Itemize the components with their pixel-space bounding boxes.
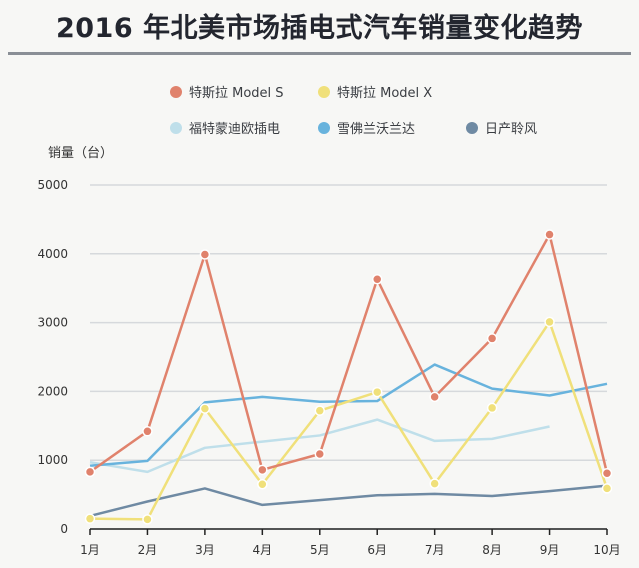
series-line-model_s — [89, 233, 609, 474]
x-tick-label: 1月 — [80, 543, 100, 557]
legend-swatch-ford — [170, 121, 182, 134]
y-tick-label: 5000 — [37, 178, 68, 192]
legend-item-ford: 福特蒙迪欧插电 — [170, 118, 280, 137]
legend-swatch-model-x — [318, 85, 330, 98]
data-point-model_x — [142, 514, 153, 525]
series-group — [84, 229, 613, 525]
chart-title-bar: 2016 年北美市场插电式汽车销量变化趋势 — [0, 0, 639, 50]
data-point-model_s — [142, 426, 153, 437]
y-tick-label: 3000 — [37, 316, 68, 330]
data-point-model_s — [84, 466, 96, 478]
data-point-model_s — [314, 448, 326, 460]
legend-swatch-model-s — [170, 85, 182, 98]
title-divider — [8, 52, 631, 55]
data-point-model_s — [429, 391, 440, 403]
x-tick-label: 6月 — [367, 543, 387, 557]
data-point-model_s — [257, 464, 268, 476]
data-point-model_x — [601, 483, 613, 494]
data-point-model_s — [371, 274, 383, 285]
legend-item-nissan: 日产聆风 — [466, 118, 537, 137]
data-point-model_x — [429, 478, 440, 489]
series-line-leaf_like — [89, 363, 608, 467]
data-point-model_x — [544, 316, 555, 328]
data-point-model_x — [257, 479, 268, 490]
series-line-volt — [89, 418, 550, 474]
x-tick-label: 3月 — [195, 543, 215, 557]
series-line-model_x — [89, 320, 609, 521]
legend-label-ford: 福特蒙迪欧插电 — [189, 122, 281, 137]
data-point-model_s — [601, 468, 613, 479]
x-tick-label: 7月 — [425, 543, 445, 557]
legend-label-model-s: 特斯拉 Model S — [189, 86, 284, 101]
legend-swatch-nissan — [466, 121, 478, 134]
legend-swatch-chevy — [318, 121, 330, 134]
legend-label-model-x: 特斯拉 Model X — [337, 86, 433, 101]
y-tick-label: 2000 — [37, 384, 68, 398]
legend-item-chevy: 雪佛兰沃兰达 — [318, 118, 415, 137]
x-tick-label: 4月 — [253, 543, 273, 557]
data-point-model_x — [199, 403, 211, 414]
data-point-model_x — [84, 513, 96, 524]
data-point-model_x — [371, 386, 383, 398]
y-tick-label: 0 — [60, 522, 68, 536]
legend-item-model-x: 特斯拉 Model X — [318, 82, 432, 101]
legend-label-nissan: 日产聆风 — [485, 122, 538, 137]
grid-lines — [90, 184, 607, 530]
y-tick-label: 1000 — [37, 453, 68, 467]
chart-title: 2016 年北美市场插电式汽车销量变化趋势 — [55, 12, 584, 44]
data-point-model_s — [544, 229, 555, 240]
x-tick-label: 5月 — [310, 543, 330, 557]
y-axis-label: 销量（台） — [48, 146, 113, 161]
legend-item-model-s: 特斯拉 Model S — [170, 82, 284, 101]
series-line-nissan — [89, 484, 608, 518]
x-tick-label: 9月 — [540, 543, 560, 557]
x-axis-ticks: 1月 2月 3月 4月 5月 6月 7月 8月 9月 10月 — [80, 528, 621, 557]
y-axis-ticks: 0 1000 2000 3000 4000 5000 — [37, 178, 68, 536]
data-point-model_s — [486, 333, 498, 344]
legend-label-chevy: 雪佛兰沃兰达 — [337, 122, 416, 137]
y-tick-label: 4000 — [37, 247, 68, 261]
data-point-model_x — [486, 402, 498, 414]
x-tick-label: 10月 — [593, 543, 620, 557]
x-tick-label: 8月 — [482, 543, 502, 557]
x-tick-label: 2月 — [138, 543, 158, 557]
data-point-model_s — [199, 249, 211, 260]
data-point-model_x — [314, 405, 326, 416]
